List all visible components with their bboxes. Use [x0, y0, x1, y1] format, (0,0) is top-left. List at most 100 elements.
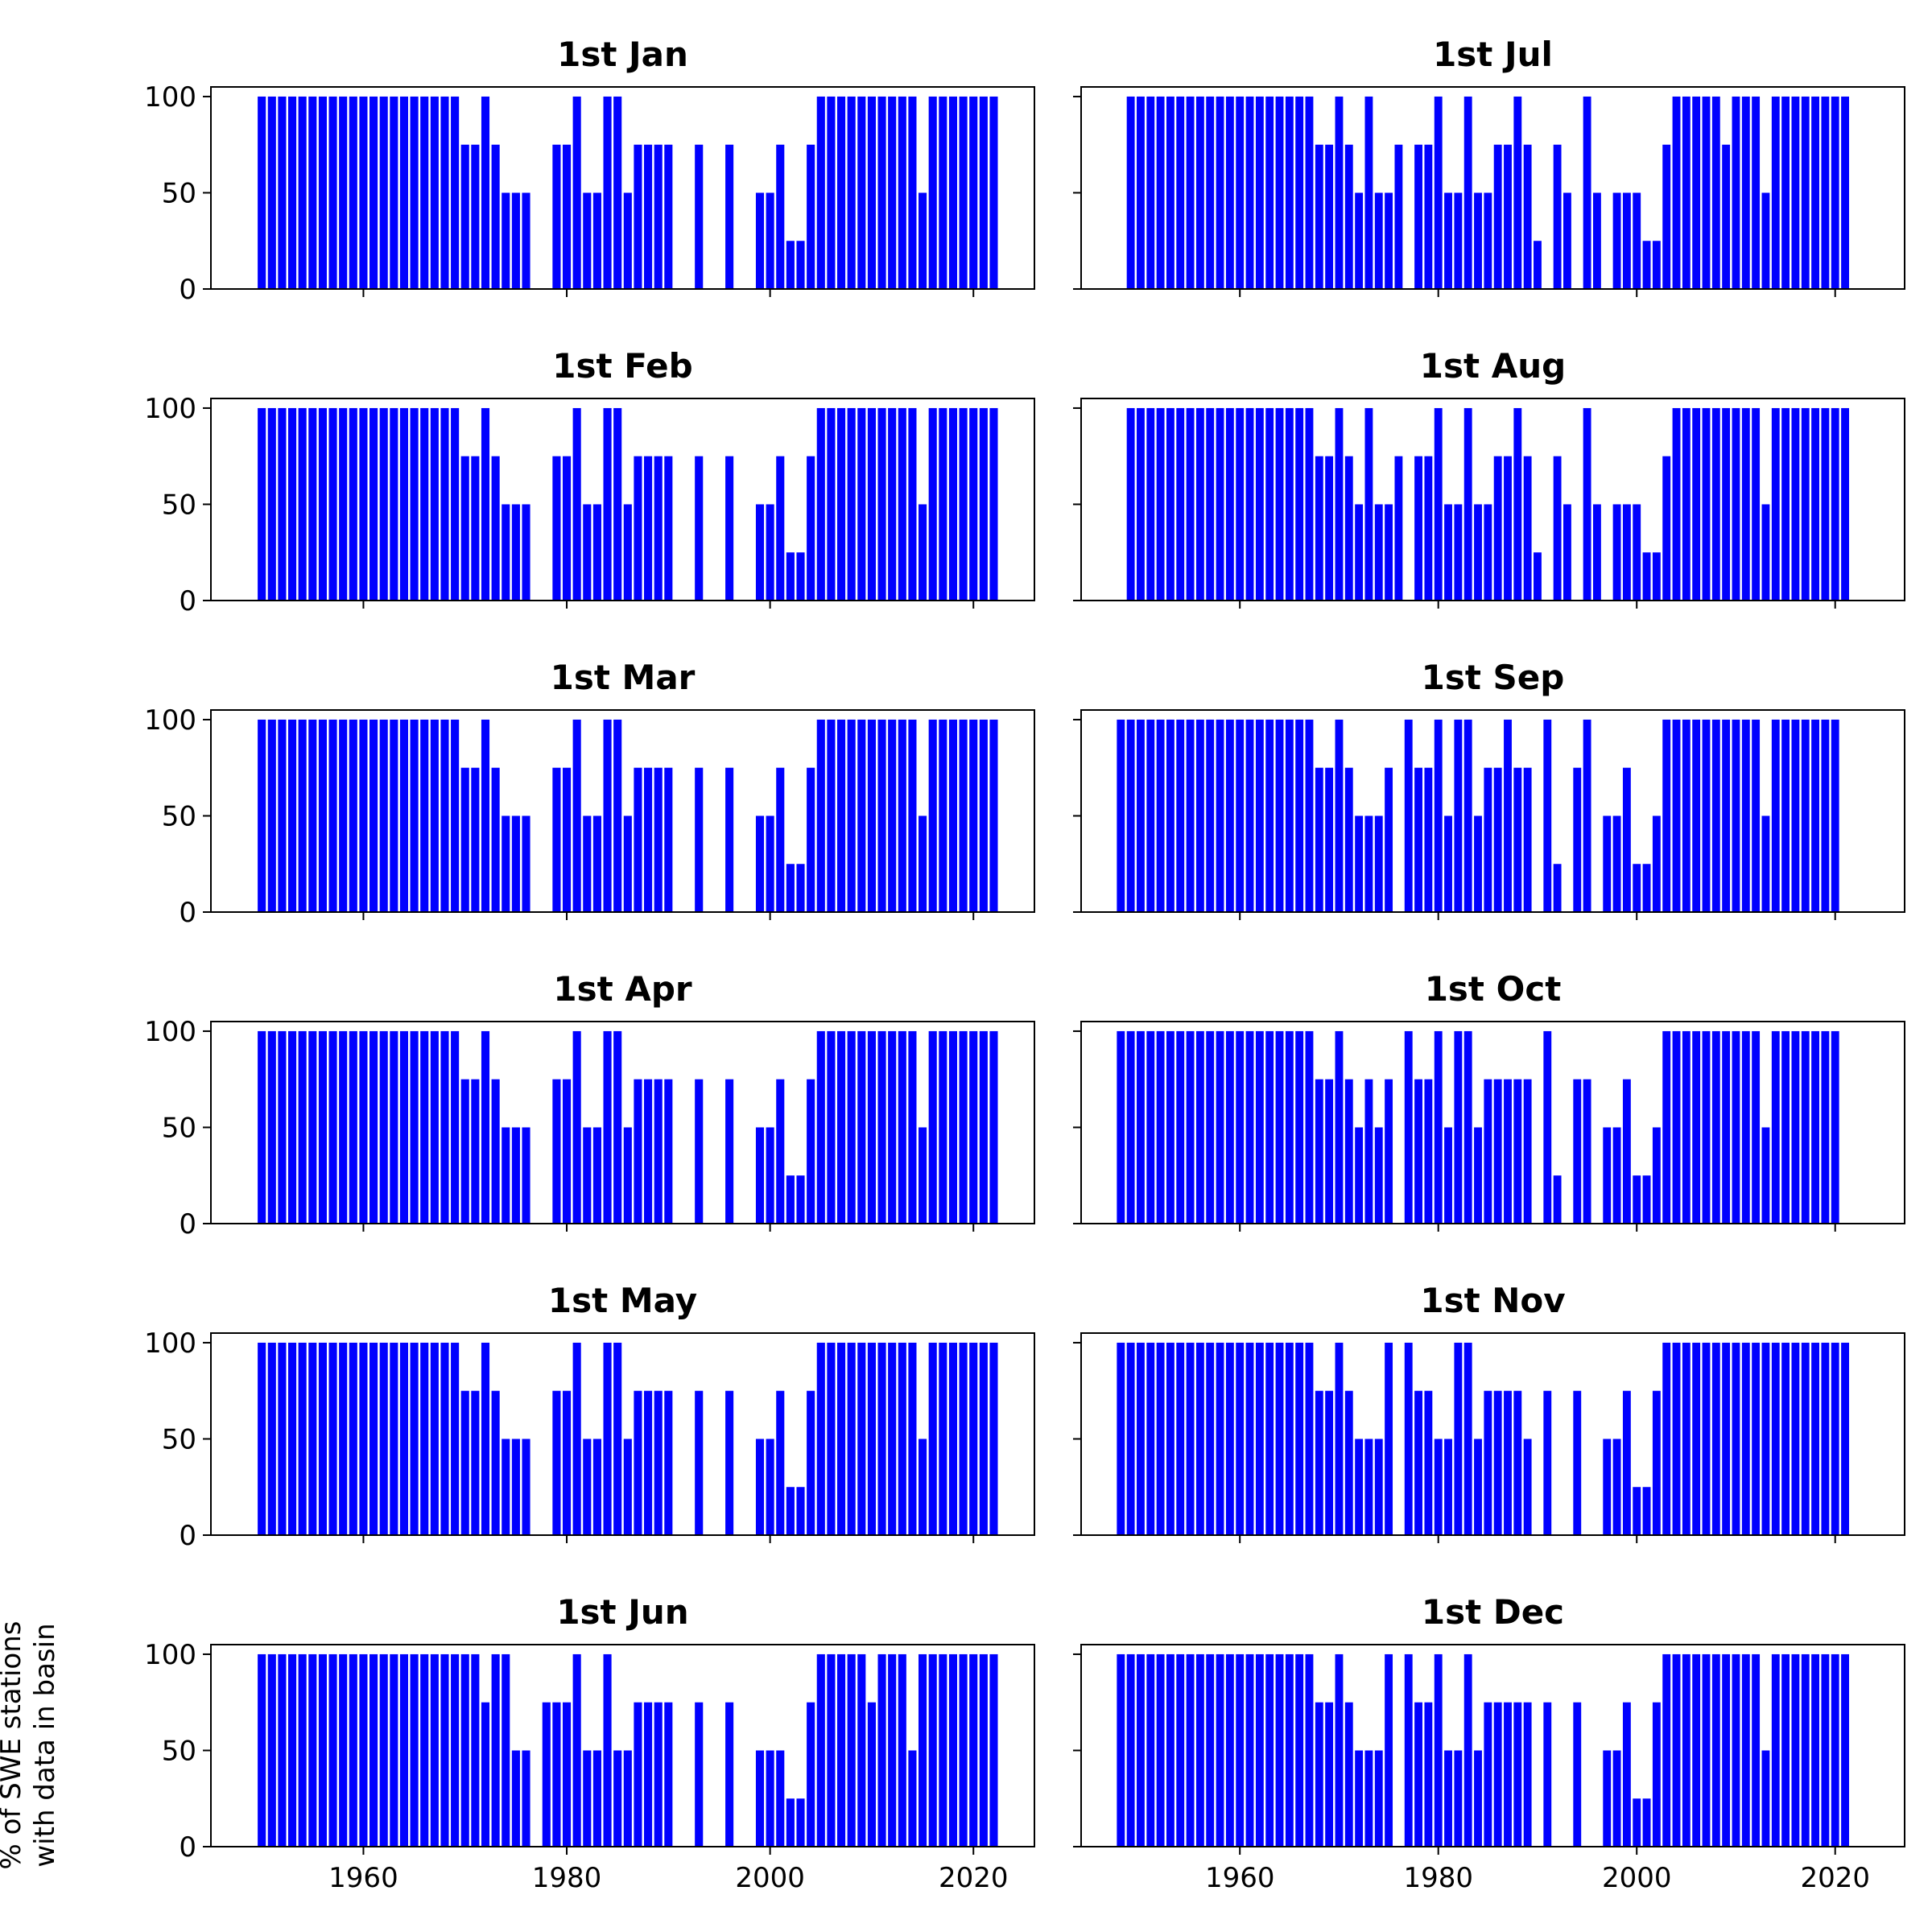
- bar-1st-dec-2007: [1702, 1653, 1711, 1847]
- bar-1st-dec-1981: [1444, 1750, 1452, 1847]
- bar-1st-mar-1981: [572, 719, 581, 912]
- bar-1st-jul-1949: [1126, 96, 1135, 289]
- bar-1st-oct-1956: [1195, 1030, 1204, 1224]
- bar-1st-jan-1956: [318, 96, 327, 289]
- bar-1st-may-1975: [511, 1439, 520, 1535]
- bar-1st-jan-1964: [399, 96, 409, 289]
- bar-1st-jan-2005: [816, 96, 825, 289]
- bar-1st-dec-1952: [1156, 1653, 1165, 1847]
- bar-1st-jul-2000: [1633, 192, 1641, 289]
- bar-1st-jan-1974: [502, 192, 510, 289]
- bar-1st-jun-2004: [807, 1702, 815, 1847]
- bar-1st-jan-1966: [420, 96, 429, 289]
- bar-1st-nov-1994: [1573, 1390, 1582, 1535]
- bar-1st-dec-2004: [1672, 1653, 1681, 1847]
- bar-1st-nov-1984: [1474, 1439, 1482, 1535]
- bar-1st-mar-2015: [919, 815, 927, 912]
- bar-1st-aug-1995: [1583, 407, 1591, 601]
- bar-1st-feb-1996: [725, 456, 734, 601]
- bar-1st-aug-2010: [1732, 407, 1740, 601]
- bar-1st-mar-1955: [308, 719, 317, 912]
- bar-1st-nov-2013: [1761, 1342, 1770, 1535]
- x-tick-label-1st-jun-2020: 2020: [939, 1862, 1009, 1894]
- bar-1st-jun-1976: [522, 1750, 530, 1847]
- bar-1st-mar-1951: [267, 719, 276, 912]
- bar-1st-may-1963: [390, 1342, 398, 1535]
- bar-1st-oct-1982: [1454, 1030, 1463, 1224]
- bar-1st-oct-1972: [1355, 1127, 1364, 1224]
- bar-1st-jun-2013: [898, 1653, 906, 1847]
- bar-1st-oct-1959: [1225, 1030, 1234, 1224]
- bar-1st-dec-1949: [1126, 1653, 1135, 1847]
- bar-1st-aug-1988: [1513, 407, 1522, 601]
- bar-1st-jul-2004: [1672, 96, 1681, 289]
- bar-1st-apr-1971: [471, 1079, 480, 1224]
- bar-1st-nov-2012: [1752, 1342, 1761, 1535]
- bar-1st-oct-1961: [1245, 1030, 1254, 1224]
- bar-1st-jun-1974: [502, 1653, 510, 1847]
- bar-1st-sep-1963: [1265, 719, 1274, 912]
- bar-1st-nov-1957: [1206, 1342, 1215, 1535]
- bar-1st-oct-1999: [1622, 1079, 1631, 1224]
- bar-1st-dec-1950: [1137, 1653, 1145, 1847]
- bar-1st-jul-2005: [1682, 96, 1690, 289]
- bar-1st-apr-2009: [857, 1030, 866, 1224]
- bar-1st-may-2007: [836, 1342, 846, 1535]
- bar-1st-nov-1987: [1504, 1390, 1512, 1535]
- bar-1st-aug-2017: [1801, 407, 1810, 601]
- bar-1st-dec-2011: [1741, 1653, 1750, 1847]
- bar-1st-mar-2011: [877, 719, 886, 912]
- bar-1st-apr-1982: [583, 1127, 592, 1224]
- bar-1st-feb-2011: [877, 407, 886, 601]
- bar-1st-apr-1970: [460, 1079, 469, 1224]
- bar-1st-apr-1972: [481, 1030, 490, 1224]
- bar-1st-apr-1999: [755, 1127, 765, 1224]
- bar-1st-mar-2006: [827, 719, 836, 912]
- y-tick-label-1st-feb-100: 100: [144, 393, 196, 425]
- bar-1st-jan-1953: [287, 96, 297, 289]
- bar-1st-oct-1950: [1137, 1030, 1145, 1224]
- bar-1st-dec-2005: [1682, 1653, 1690, 1847]
- bar-1st-oct-2018: [1811, 1030, 1819, 1224]
- y-tick-label-1st-jun-50: 50: [162, 1735, 196, 1767]
- bar-1st-jan-1988: [644, 144, 653, 289]
- bar-1st-apr-1951: [267, 1030, 276, 1224]
- bar-1st-jan-1979: [552, 144, 561, 289]
- bar-1st-nov-1963: [1265, 1342, 1274, 1535]
- bar-1st-may-1976: [522, 1439, 530, 1535]
- bar-1st-aug-1970: [1335, 407, 1344, 601]
- bar-1st-jan-2008: [847, 96, 856, 289]
- bar-1st-jul-1958: [1216, 96, 1224, 289]
- bar-1st-apr-1960: [359, 1030, 368, 1224]
- bar-1st-may-1987: [634, 1390, 642, 1535]
- bar-1st-oct-1997: [1603, 1127, 1612, 1224]
- bar-1st-oct-2010: [1732, 1030, 1740, 1224]
- bar-1st-dec-1968: [1315, 1702, 1323, 1847]
- bar-1st-jun-2022: [989, 1653, 998, 1847]
- bar-1st-may-1957: [328, 1342, 337, 1535]
- bar-1st-nov-1962: [1255, 1342, 1264, 1535]
- bar-1st-oct-2002: [1652, 1127, 1661, 1224]
- bar-1st-apr-1980: [562, 1079, 572, 1224]
- bar-1st-jul-2021: [1841, 96, 1849, 289]
- bar-1st-jul-1987: [1504, 144, 1512, 289]
- bar-1st-mar-1974: [502, 815, 510, 912]
- bar-1st-oct-1954: [1176, 1030, 1185, 1224]
- bar-1st-mar-1968: [440, 719, 449, 912]
- bar-1st-jun-1969: [451, 1653, 460, 1847]
- bar-1st-may-1955: [308, 1342, 317, 1535]
- bar-1st-apr-1990: [664, 1079, 673, 1224]
- bar-1st-dec-1951: [1146, 1653, 1155, 1847]
- bar-1st-aug-1964: [1275, 407, 1284, 601]
- bar-1st-jan-2017: [939, 96, 947, 289]
- bar-1st-may-1980: [562, 1390, 572, 1535]
- bar-1st-dec-1971: [1344, 1702, 1353, 1847]
- x-tick-label-1st-dec-2020: 2020: [1800, 1862, 1870, 1894]
- bar-1st-feb-1988: [644, 456, 653, 601]
- bar-1st-may-1953: [287, 1342, 297, 1535]
- bar-1st-may-2011: [877, 1342, 886, 1535]
- y-tick-label-1st-jan-50: 50: [162, 177, 196, 209]
- bar-1st-sep-1949: [1126, 719, 1135, 912]
- bar-1st-sep-1965: [1285, 719, 1294, 912]
- bar-1st-jul-1985: [1484, 192, 1492, 289]
